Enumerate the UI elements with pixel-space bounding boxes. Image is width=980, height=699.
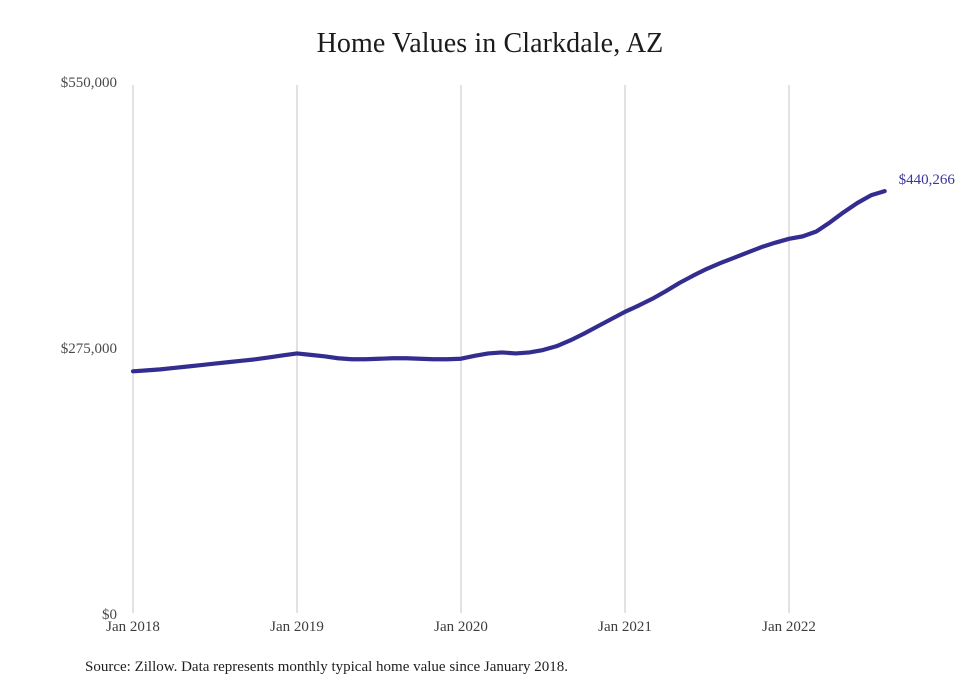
x-tick-jan-2022: Jan 2022: [762, 619, 816, 635]
y-tick-0: $0: [102, 607, 117, 623]
y-tick-275000: $275,000: [60, 341, 117, 357]
x-tick-jan-2021: Jan 2021: [598, 619, 652, 635]
x-tick-jan-2018: Jan 2018: [106, 619, 160, 635]
x-tick-jan-2020: Jan 2020: [434, 619, 488, 635]
chart-title: Home Values in Clarkdale, AZ: [316, 28, 664, 59]
endpoint-value-annotation: $440,266: [898, 172, 955, 189]
x-tick-jan-2019: Jan 2019: [270, 619, 324, 635]
value-line: [130, 189, 887, 374]
source-note: Source: Zillow. Data represents monthly …: [85, 659, 569, 675]
y-tick-550000: $550,000: [60, 75, 117, 91]
gridlines-group: [132, 85, 790, 613]
